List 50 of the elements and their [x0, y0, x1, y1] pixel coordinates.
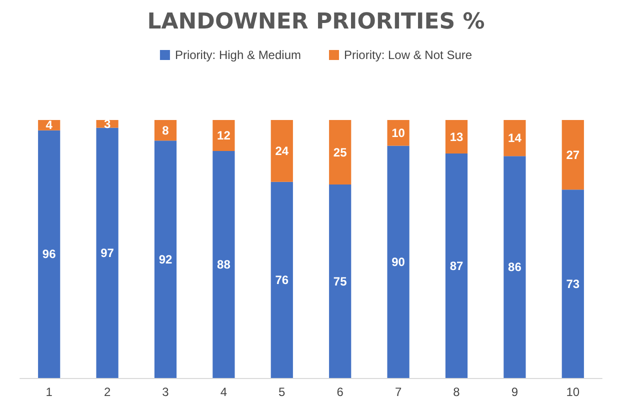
data-label: 3: [104, 116, 111, 131]
bar: [445, 154, 468, 378]
data-label: 25: [333, 145, 348, 160]
chart-title: LANDOWNER PRIORITIES %: [147, 10, 485, 34]
bar: [445, 120, 468, 154]
bar: [387, 146, 410, 378]
data-label: 76: [275, 272, 289, 287]
bar: [504, 120, 526, 156]
data-label: 73: [566, 276, 580, 291]
bar: [38, 130, 60, 378]
bar: [504, 156, 526, 378]
data-label: 87: [450, 258, 464, 273]
bar: [562, 120, 584, 190]
x-tick-label: 7: [394, 385, 402, 399]
bar: [329, 184, 352, 378]
data-label: 97: [100, 246, 114, 260]
bar: [96, 128, 118, 378]
bar: [154, 140, 177, 378]
x-tick-label: 8: [453, 385, 460, 399]
bar: [212, 150, 235, 378]
data-label: 8: [162, 123, 170, 138]
legend-label: Priority: High & Medium: [174, 48, 302, 62]
data-label: 12: [217, 128, 231, 142]
data-label: 88: [217, 257, 231, 272]
bar: [212, 120, 235, 151]
data-label: 14: [508, 131, 522, 146]
data-label: 24: [275, 144, 289, 158]
x-tick-label: 1: [46, 385, 53, 399]
bar: [562, 190, 584, 378]
data-label: 27: [566, 148, 580, 162]
data-label: 92: [158, 252, 172, 266]
data-label: 86: [508, 260, 522, 274]
data-label: 4: [46, 118, 53, 132]
x-tick-label: 10: [566, 385, 580, 399]
x-tick-label: 2: [104, 385, 111, 399]
x-tick-label: 5: [278, 385, 286, 399]
legend-label: Priority: Low & Not Sure: [344, 48, 472, 62]
bar: [329, 120, 352, 184]
bar: [387, 120, 410, 146]
x-tick-label: 6: [336, 385, 344, 399]
x-tick-label: 9: [511, 385, 518, 399]
data-label: 96: [42, 247, 56, 262]
x-tick-label: 3: [162, 385, 170, 399]
x-tick-label: 4: [220, 385, 228, 399]
bar: [270, 182, 293, 378]
data-label: 75: [333, 274, 348, 288]
bar: [270, 120, 293, 182]
data-label: 10: [392, 126, 406, 140]
data-label: 13: [450, 130, 464, 144]
data-label: 90: [392, 254, 406, 269]
